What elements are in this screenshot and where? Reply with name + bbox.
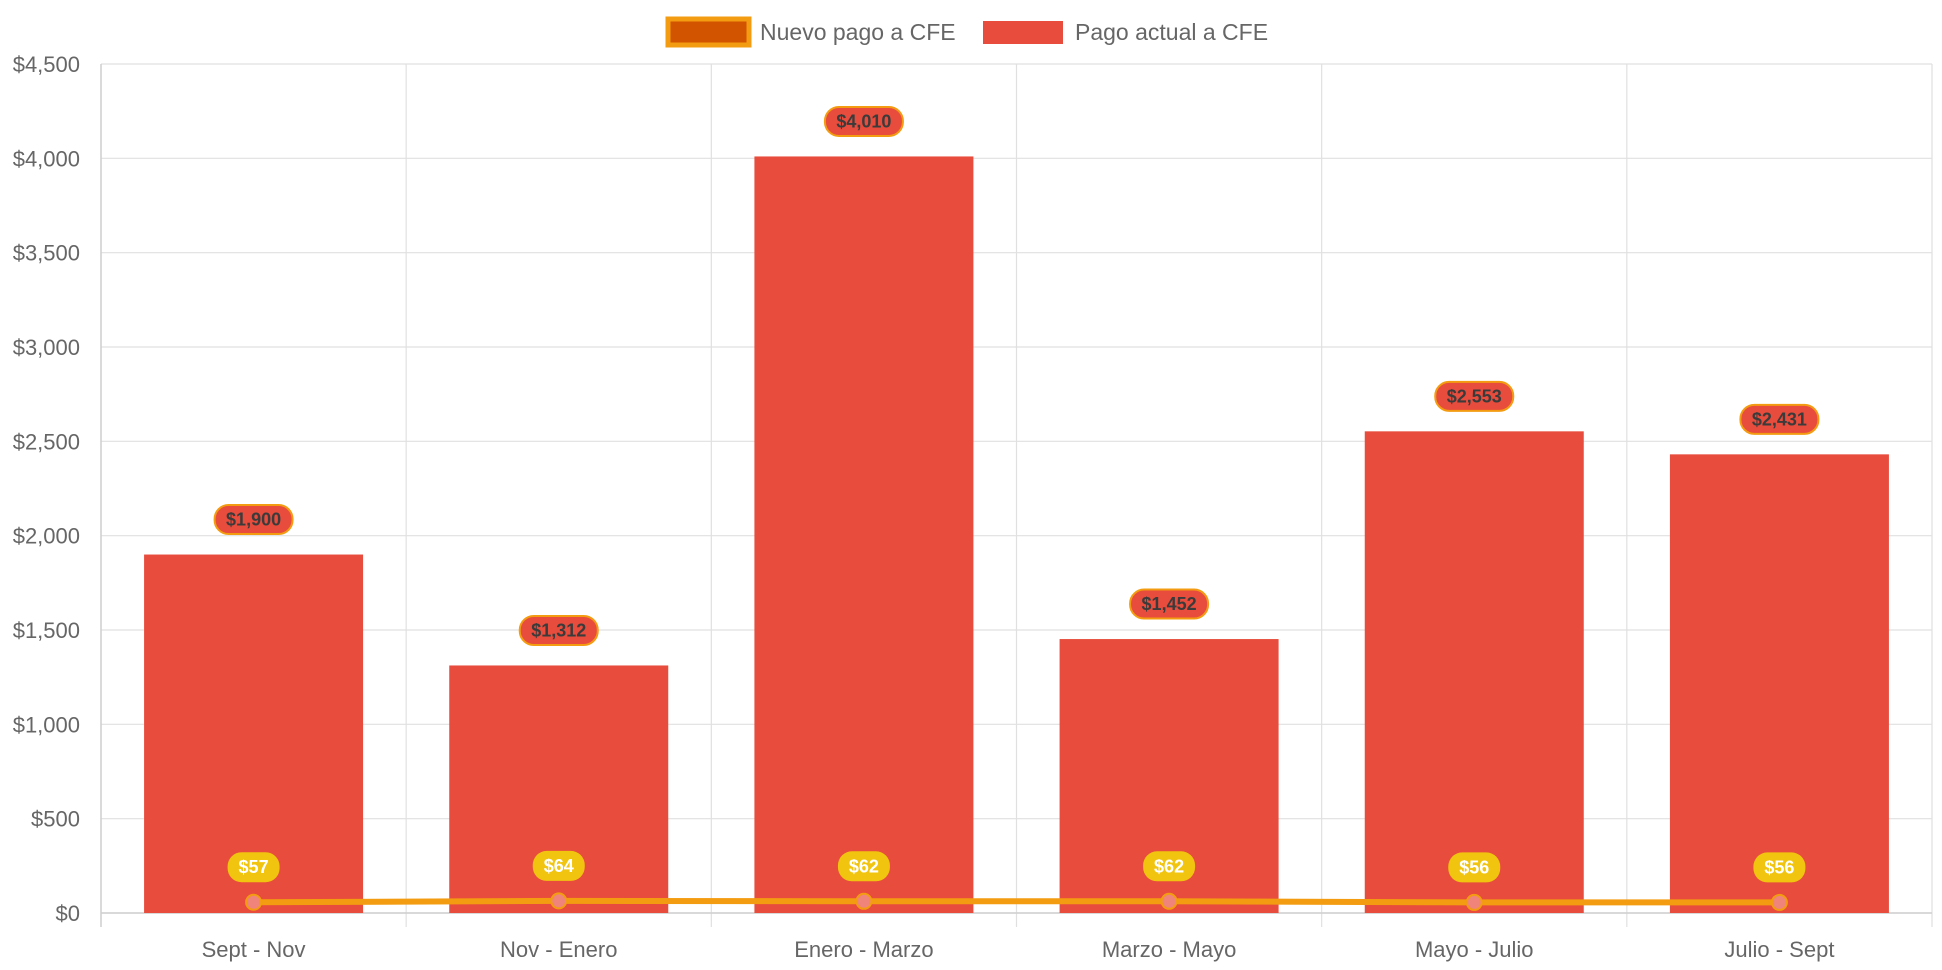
line-value-label: $64 [544, 856, 574, 876]
line-label-badge [532, 850, 585, 881]
line-point [245, 893, 263, 911]
bar-label-badge [1129, 588, 1210, 620]
bar-value-label: $1,452 [1142, 594, 1197, 614]
line-label-badge [1143, 851, 1196, 882]
line-point [1160, 892, 1178, 910]
legend-label-actual: Pago actual a CFE [1075, 19, 1268, 45]
x-tick-label: Nov - Enero [500, 937, 617, 962]
line-label-badge [227, 852, 280, 883]
bar-value-label: $1,312 [531, 620, 586, 640]
bar-labels: $1,900 $1,312 $4,010 $1,452 $2,553 $2,431 [213, 105, 1820, 646]
bar [1669, 454, 1889, 913]
y-tick-label: $1,000 [13, 712, 80, 737]
grid [100, 63, 1933, 927]
bars [144, 156, 1889, 914]
legend-swatch-actual [983, 21, 1063, 44]
line-value-label: $57 [239, 857, 269, 877]
y-tick-label: $3,000 [13, 335, 80, 360]
bar-value-label: $2,431 [1752, 409, 1807, 429]
line-point [1770, 893, 1788, 911]
line-value-label: $62 [1154, 856, 1184, 876]
legend-item-actual[interactable]: Pago actual a CFE [983, 19, 1268, 45]
bar-label-badge [1434, 380, 1515, 412]
line-label-badge [1753, 852, 1806, 883]
x-tick-label: Enero - Marzo [794, 937, 933, 962]
legend-item-nuevo[interactable]: Nuevo pago a CFE [665, 16, 956, 48]
bar-label-badge [518, 614, 599, 646]
bar-label-badge [823, 105, 904, 137]
legend-label-nuevo: Nuevo pago a CFE [760, 19, 956, 45]
x-tick-label: Sept - Nov [202, 937, 306, 962]
line-value-label: $62 [849, 856, 879, 876]
y-tick-label: $2,000 [13, 524, 80, 549]
x-tick-label: Marzo - Mayo [1102, 937, 1236, 962]
bar-value-label: $2,553 [1447, 386, 1502, 406]
line-point [855, 892, 873, 910]
x-axis: Sept - Nov Nov - Enero Enero - Marzo Marzo … [202, 937, 1835, 962]
line-labels: $57 $64 $62 $62 $56 $56 [227, 850, 1806, 883]
line-point [1465, 893, 1483, 911]
bar-value-label: $4,010 [836, 111, 891, 131]
y-tick-label: $500 [31, 807, 80, 832]
y-tick-label: $1,500 [13, 618, 80, 643]
line-label-badge [1448, 852, 1501, 883]
y-tick-label: $4,000 [13, 146, 80, 171]
legend-swatch-nuevo [665, 16, 752, 48]
y-tick-label: $4,500 [13, 52, 80, 77]
legend[interactable]: Nuevo pago a CFE Pago actual a CFE [665, 16, 1268, 48]
x-tick-label: Mayo - Julio [1415, 937, 1534, 962]
line-value-label: $56 [1764, 857, 1794, 877]
bar-value-label: $1,900 [226, 510, 281, 530]
line-path [253, 897, 1780, 906]
line-point [550, 892, 568, 910]
bar [754, 156, 974, 914]
x-tick-label: Julio - Sept [1724, 937, 1834, 962]
line-label-badge [837, 851, 890, 882]
y-tick-label: $2,500 [13, 429, 80, 454]
y-tick-label: $3,500 [13, 241, 80, 266]
bar-label-badge [213, 504, 294, 536]
y-axis: $0 $500 $1,000 $1,500 $2,000 $2,500 $3,000 $3,5… [13, 52, 80, 926]
y-tick-label: $0 [56, 901, 80, 926]
bar [1364, 431, 1584, 913]
line-value-label: $56 [1459, 857, 1489, 877]
bar-label-badge [1739, 403, 1820, 435]
line-series [245, 892, 1788, 911]
